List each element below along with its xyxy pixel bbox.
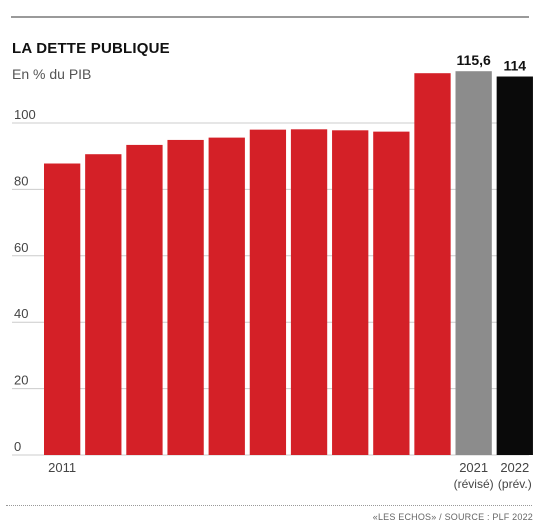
bar-2019 xyxy=(373,131,410,455)
x-tick-label-2022: 2022 xyxy=(500,460,529,475)
bar-2020 xyxy=(414,73,451,455)
source-credit: «LES ECHOS» / SOURCE : PLF 2022 xyxy=(372,512,533,522)
y-tick-label-40: 40 xyxy=(14,306,28,321)
bar-2011 xyxy=(44,163,81,455)
bar-2013 xyxy=(126,144,163,456)
bottom-rule xyxy=(6,505,532,506)
chart-title: LA DETTE PUBLIQUE xyxy=(12,40,170,57)
y-tick-label-0: 0 xyxy=(14,439,21,454)
chart-subtitle: En % du PIB xyxy=(12,66,92,82)
x-tick-label-2021: 2021 xyxy=(459,460,488,475)
bar-2018 xyxy=(332,130,369,455)
bar-2012 xyxy=(85,154,122,455)
x-tick-sublabel-2021: (révisé) xyxy=(454,477,494,491)
label-layer: 2011 115,6 2021 (révisé) 114 2022 (prév.) xyxy=(48,52,532,491)
value-label-2021: 115,6 xyxy=(457,52,491,68)
y-tick-label-80: 80 xyxy=(14,173,28,188)
bar-2016 xyxy=(249,129,287,455)
value-label-2022: 114 xyxy=(504,58,527,74)
x-tick-sublabel-2022: (prév.) xyxy=(498,477,532,491)
bar-2022 xyxy=(496,76,533,456)
bar-2015 xyxy=(208,137,245,455)
top-rule xyxy=(11,16,529,18)
y-tick-label-100: 100 xyxy=(14,107,36,122)
y-tick-label-60: 60 xyxy=(14,240,28,255)
bar-2014 xyxy=(167,139,204,455)
bar-2017 xyxy=(290,129,328,456)
bar-layer xyxy=(44,71,533,456)
y-tick-label-20: 20 xyxy=(14,373,28,388)
bar-2021 xyxy=(455,71,492,455)
x-tick-label-2011: 2011 xyxy=(48,460,76,475)
